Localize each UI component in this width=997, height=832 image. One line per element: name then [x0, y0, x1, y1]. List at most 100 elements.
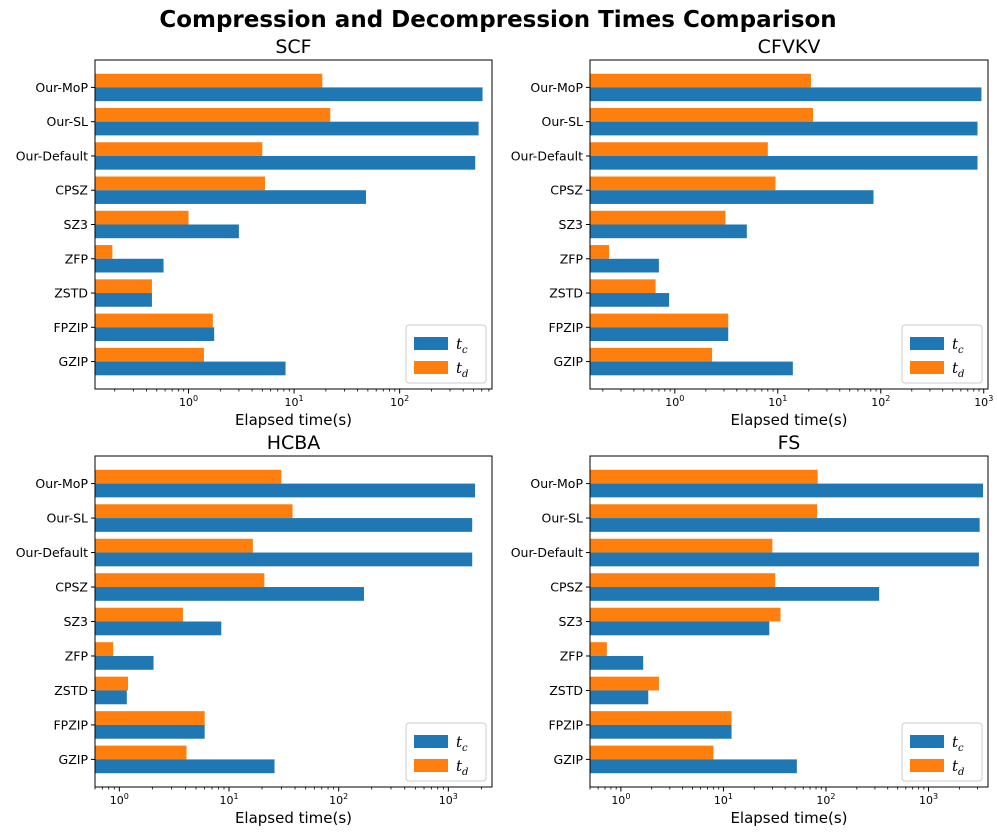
y-tick-label: Our-Default: [16, 545, 88, 560]
y-tick-label: ZFP: [65, 251, 89, 266]
bar-td: [95, 676, 129, 691]
legend-label-t_d: td: [952, 757, 964, 778]
y-tick-label: ZFP: [65, 648, 89, 663]
y-tick-label: ZSTD: [54, 683, 88, 698]
bar-td: [95, 538, 253, 553]
y-tick-label: GZIP: [59, 354, 89, 369]
x-tick-label: 101: [219, 792, 238, 807]
bar-td: [590, 279, 656, 294]
bar-tc: [590, 587, 880, 601]
y-tick-label: GZIP: [554, 752, 584, 767]
chart-title: CFVKV: [758, 36, 821, 58]
y-tick-label: ZFP: [560, 251, 584, 266]
chart-panel-hcba: HCBA 100 101 102 103 Our-MoP Our-SL Our-Default…: [16, 432, 493, 827]
legend-swatch-t_d: [414, 361, 448, 374]
x-axis-label: Elapsed time(s): [730, 809, 847, 827]
bar-td: [590, 313, 729, 328]
y-tick-label: Our-SL: [46, 511, 88, 526]
bar-tc: [590, 327, 729, 342]
y-tick-label: ZFP: [560, 648, 584, 663]
x-tick-label: 103: [974, 394, 993, 409]
bar-tc: [95, 121, 479, 136]
y-tick-label: GZIP: [554, 354, 584, 369]
y-tick-label: Our-MoP: [530, 476, 583, 491]
legend-box: [405, 324, 487, 384]
bar-td: [95, 711, 205, 725]
bar-tc: [95, 759, 275, 774]
axes-frame: [589, 59, 989, 390]
bar-tc: [590, 361, 793, 376]
bar-td: [590, 573, 776, 588]
x-tick-label: 100: [611, 792, 630, 807]
y-tick-label: SZ3: [559, 614, 583, 629]
y-tick-label: Our-SL: [541, 114, 583, 129]
bar-tc: [590, 121, 978, 136]
axes-frame: [589, 455, 989, 788]
bar-tc: [95, 155, 476, 170]
bar-tc: [590, 621, 770, 636]
bar-tc: [590, 155, 978, 170]
bar-tc: [590, 293, 670, 307]
bar-tc: [590, 224, 747, 239]
bar-td: [95, 504, 293, 519]
y-tick-label: FPZIP: [548, 717, 583, 732]
y-tick-label: CPSZ: [550, 183, 583, 198]
bar-td: [590, 176, 776, 191]
legend-label-t_d: td: [456, 359, 468, 380]
bar-td: [95, 313, 213, 328]
bar-tc: [95, 87, 483, 102]
bar-td: [590, 538, 773, 553]
chart-panel-scf: SCF 100 101 102 Our-MoP Our-SL Our-Default CPSZ…: [16, 36, 493, 429]
legend-label-t_c: tc: [952, 733, 964, 754]
x-tick-label: 100: [110, 792, 129, 807]
bar-tc: [95, 552, 473, 567]
bar-tc: [590, 759, 797, 774]
bar-tc: [590, 87, 982, 102]
bar-td: [95, 573, 265, 588]
chart-title: FS: [778, 432, 801, 454]
legend-swatch-t_c: [910, 337, 944, 350]
bar-tc: [95, 587, 364, 601]
bar-tc: [95, 655, 154, 670]
legend-label-t_d: td: [456, 757, 468, 778]
y-tick-label: SZ3: [559, 217, 583, 232]
bar-tc: [590, 724, 732, 739]
y-tick-label: CPSZ: [550, 580, 583, 595]
y-tick-label: Our-Default: [511, 545, 583, 560]
legend-swatch-t_c: [414, 337, 448, 350]
bar-td: [590, 504, 818, 519]
bar-td: [590, 210, 726, 225]
legend-label-t_d: td: [952, 359, 964, 380]
bar-tc: [95, 327, 215, 342]
axes-frame: [94, 59, 493, 390]
bar-tc: [95, 224, 239, 239]
y-tick-label: CPSZ: [55, 580, 88, 595]
figure-title: Compression and Decompression Times Comp…: [159, 7, 836, 33]
axes-frame: [94, 455, 493, 788]
bar-td: [590, 745, 714, 760]
bar-td: [95, 642, 114, 656]
x-tick-label: 102: [390, 394, 409, 409]
y-tick-label: FPZIP: [53, 717, 88, 732]
bar-td: [95, 245, 113, 259]
y-tick-label: ZSTD: [549, 683, 583, 698]
bar-td: [590, 642, 607, 656]
y-tick-label: Our-SL: [46, 114, 88, 129]
bar-tc: [590, 190, 874, 204]
chart-panel-cfvkv: CFVKV 100 101 102 103 Our-MoP Our-SL Our-Defaul…: [511, 36, 994, 429]
bar-tc: [590, 258, 659, 273]
x-tick-label: 103: [439, 792, 458, 807]
bar-td: [590, 469, 818, 484]
bar-td: [95, 107, 331, 122]
x-axis-label: Elapsed time(s): [730, 411, 847, 429]
bar-td: [590, 711, 732, 725]
legend-swatch-t_c: [414, 735, 448, 748]
bar-tc: [95, 190, 366, 204]
bar-tc: [95, 258, 164, 273]
bar-td: [95, 279, 152, 294]
bar-tc: [590, 690, 649, 705]
bar-td: [95, 142, 263, 156]
chart-panel-fs: FS 100 101 102 103 Our-MoP Our-SL Our-Default CP…: [511, 432, 989, 827]
bar-tc: [95, 621, 222, 636]
y-tick-label: ZSTD: [549, 286, 583, 301]
